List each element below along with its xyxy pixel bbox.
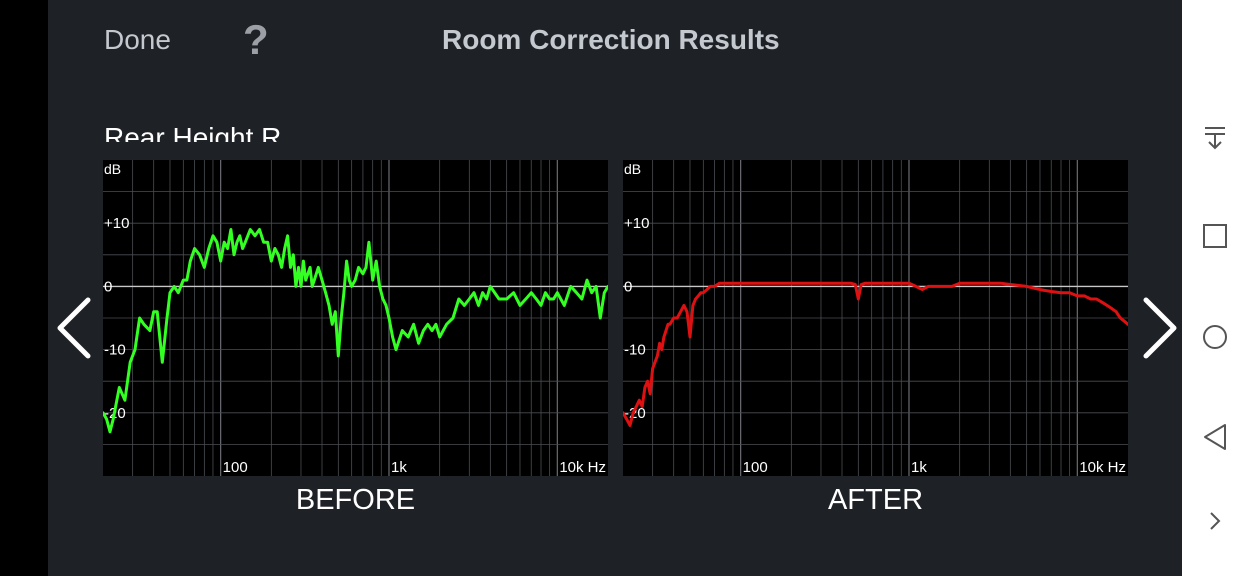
x-tick-label: 1k [391,459,407,476]
x-tick-label: 10k Hz [559,459,606,476]
before-response-curve [103,228,608,434]
chevron-right-icon[interactable] [1140,296,1180,360]
back-triangle-icon[interactable] [1199,421,1231,453]
recents-square-icon[interactable] [1199,220,1231,252]
y-unit-label: dB [104,161,121,177]
y-unit-label: dB [624,161,641,177]
y-tick-label: -10 [104,342,126,359]
after-chart: dB +10 0 -10 -20 100 1k 10k Hz [623,160,1128,476]
x-tick-label: 100 [223,459,248,476]
notification-pull-icon[interactable] [1199,122,1231,154]
y-tick-label: -10 [624,342,646,359]
y-tick-label: -20 [624,405,646,422]
expand-chevron-icon[interactable] [1199,505,1231,537]
app-window: Done ? Room Correction Results Rear Heig… [48,0,1182,576]
before-caption: BEFORE [295,484,416,516]
y-tick-label: +10 [104,215,129,232]
x-tick-label: 100 [743,459,768,476]
page-title: Room Correction Results [442,24,780,55]
y-tick-label: +10 [624,215,649,232]
chevron-left-icon[interactable] [54,296,94,360]
system-navigation-bar [1182,0,1248,576]
done-button[interactable]: Done [104,24,171,55]
help-icon[interactable]: ? [243,16,269,63]
after-response-curve [623,281,1128,427]
home-circle-icon[interactable] [1199,321,1231,353]
y-tick-label: 0 [624,278,632,295]
x-tick-label: 1k [911,459,927,476]
channel-name: Rear Height R [104,122,282,142]
after-caption: AFTER [827,484,924,516]
channel-name-container: Rear Height R [104,118,504,142]
y-tick-label: 0 [104,278,112,295]
x-tick-label: 10k Hz [1079,459,1126,476]
